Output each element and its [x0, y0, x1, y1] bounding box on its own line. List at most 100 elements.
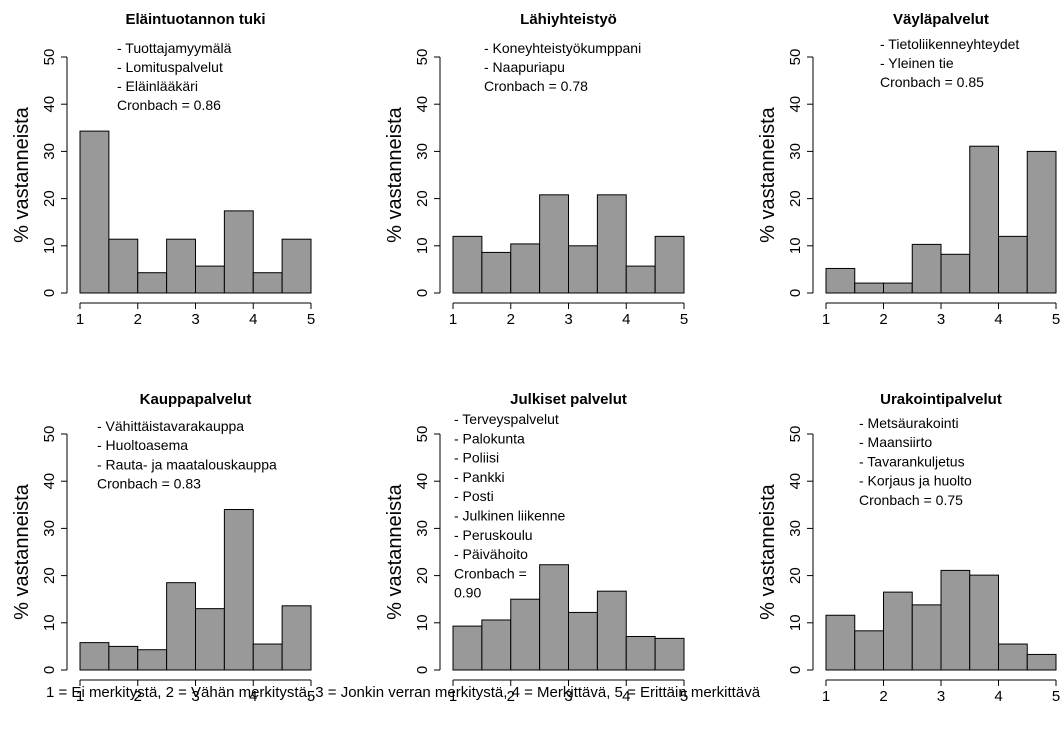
- histogram-bar: [108, 645, 139, 671]
- x-tick-label: 4: [994, 688, 1002, 705]
- histogram-bar: [223, 210, 254, 294]
- y-tick-label: 0: [41, 289, 58, 297]
- y-tick-label: 50: [414, 426, 431, 443]
- histogram-bar: [568, 611, 598, 671]
- scale-footnote: 1 = Ei merkitystä, 2 = Vähän merkitystä,…: [46, 684, 761, 701]
- annotation-line: - Tietoliikenneyhteydet: [880, 36, 1019, 52]
- histogram-bar: [481, 251, 512, 294]
- annotation-line: - Palokunta: [454, 430, 525, 446]
- x-tick-label: 5: [1052, 311, 1060, 328]
- y-tick-label: 40: [414, 473, 431, 490]
- y-tick-label: 20: [787, 190, 804, 207]
- x-tick-label: 1: [76, 311, 84, 328]
- x-tick-label: 4: [249, 311, 257, 328]
- x-tick-label: 4: [994, 311, 1002, 328]
- y-tick-label: 40: [787, 473, 804, 490]
- annotation-line: - Peruskoulu: [454, 527, 533, 543]
- histogram-bar: [625, 635, 656, 671]
- x-tick-label: 4: [249, 688, 257, 705]
- x-tick-label: 2: [879, 311, 887, 328]
- chart-title: Eläintuotannon tuki: [126, 11, 266, 28]
- y-tick-label: 30: [414, 143, 431, 160]
- y-tick-label: 0: [414, 666, 431, 674]
- x-tick-label: 1: [449, 688, 457, 705]
- y-tick-label: 20: [787, 567, 804, 584]
- y-tick-label: 20: [414, 190, 431, 207]
- x-tick-label: 1: [822, 688, 830, 705]
- x-tick-label: 4: [622, 311, 630, 328]
- histogram-bar: [252, 643, 283, 671]
- y-axis-label: % vastanneista: [384, 483, 406, 620]
- annotation-line: - Naapuriapu: [484, 59, 565, 75]
- histogram-bar: [137, 649, 168, 671]
- y-tick-label: 10: [787, 237, 804, 254]
- y-tick-label: 40: [41, 473, 58, 490]
- histogram-bar: [539, 194, 569, 294]
- histogram-bar: [252, 272, 283, 294]
- y-tick-label: 30: [787, 520, 804, 537]
- annotation-line: - Metsäurakointi: [859, 415, 959, 431]
- annotation-line: Cronbach =: [454, 565, 527, 581]
- x-tick-label: 2: [879, 688, 887, 705]
- y-tick-label: 30: [41, 520, 58, 537]
- y-tick-label: 20: [41, 190, 58, 207]
- x-tick-label: 2: [134, 688, 142, 705]
- histogram-bar: [883, 282, 913, 294]
- annotation-line: - Huoltoasema: [97, 437, 188, 453]
- annotation-line: - Poliisi: [454, 450, 499, 466]
- x-tick-label: 3: [937, 688, 945, 705]
- histogram-bar: [166, 582, 196, 671]
- x-tick-label: 3: [191, 311, 199, 328]
- histogram-bar: [166, 238, 196, 294]
- histogram-bar: [108, 238, 139, 294]
- annotation-line: - Julkinen liikenne: [454, 508, 565, 524]
- x-tick-label: 3: [191, 688, 199, 705]
- y-tick-label: 50: [787, 49, 804, 66]
- annotation-line: - Päivähoito: [454, 546, 528, 562]
- chart-title: Lähiyhteistyö: [520, 11, 617, 28]
- chart-title: Urakointipalvelut: [880, 391, 1002, 408]
- chart-title: Kauppapalvelut: [140, 391, 252, 408]
- histogram-bar: [568, 245, 598, 294]
- y-axis-label: % vastanneista: [11, 483, 33, 620]
- histogram-bar: [1026, 653, 1057, 671]
- y-tick-label: 30: [787, 143, 804, 160]
- histogram-bar: [998, 643, 1028, 671]
- histogram-bar: [79, 130, 110, 294]
- y-tick-label: 10: [414, 237, 431, 254]
- x-tick-label: 5: [680, 311, 688, 328]
- histogram-bar: [940, 569, 971, 671]
- annotation-line: Cronbach = 0.78: [484, 78, 588, 94]
- histogram-bar: [940, 253, 971, 294]
- annotation-line: - Rauta- ja maatalouskauppa: [97, 456, 277, 472]
- y-tick-label: 0: [787, 289, 804, 297]
- x-tick-label: 1: [449, 311, 457, 328]
- y-tick-label: 50: [414, 49, 431, 66]
- histogram-bar: [481, 619, 512, 671]
- y-axis-label: % vastanneista: [384, 106, 406, 243]
- y-tick-label: 20: [414, 567, 431, 584]
- annotation-line: - Tavarankuljetus: [859, 453, 965, 469]
- histogram-bar: [452, 625, 483, 671]
- histogram-bar: [825, 614, 856, 671]
- annotation-line: Cronbach = 0.75: [859, 492, 963, 508]
- annotation-line: - Pankki: [454, 469, 505, 485]
- histogram-bar: [825, 267, 856, 294]
- histogram-bar: [137, 272, 168, 294]
- histogram-bar: [854, 630, 884, 671]
- histogram-bar: [911, 604, 942, 671]
- histogram-bar: [281, 605, 312, 671]
- x-tick-label: 2: [507, 311, 515, 328]
- histogram-bar: [510, 598, 541, 671]
- annotation-line: - Yleinen tie: [880, 55, 954, 71]
- y-tick-label: 0: [41, 666, 58, 674]
- annotation-line: - Lomituspalvelut: [117, 59, 223, 75]
- histogram-bar: [195, 608, 225, 671]
- annotation-line: - Terveyspalvelut: [454, 411, 559, 427]
- histogram-bar: [1026, 150, 1057, 294]
